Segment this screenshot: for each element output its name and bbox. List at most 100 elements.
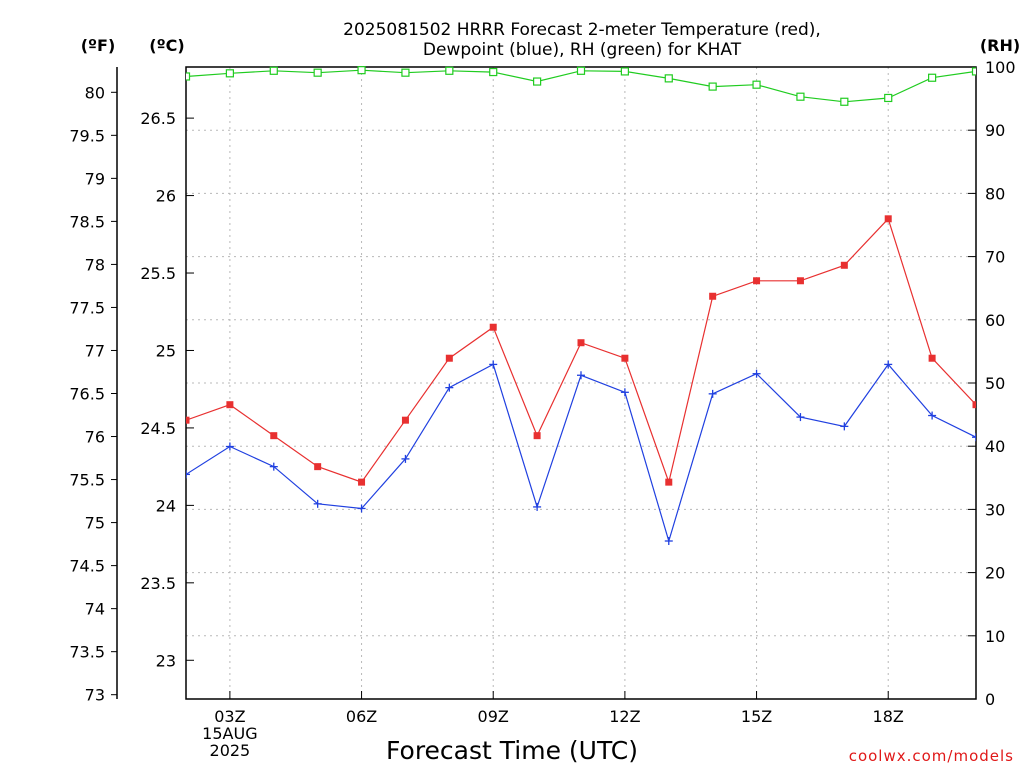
temperature-point	[314, 463, 322, 471]
dewpoint-point	[186, 470, 190, 479]
grid-layer	[186, 67, 976, 699]
temperature-point	[840, 261, 848, 269]
credit-text: coolwx.com/models	[849, 747, 1014, 765]
rh-point	[489, 67, 498, 77]
rh-tick-label: 20	[985, 564, 1005, 583]
temperature-point	[753, 277, 761, 285]
dewpoint-point	[884, 360, 893, 369]
rh-point	[445, 66, 454, 75]
dewpoint-point	[972, 433, 976, 442]
dewpoint-point	[401, 454, 410, 463]
rh-point	[884, 93, 893, 103]
temperature-point	[358, 478, 366, 486]
temperature-point	[533, 432, 541, 440]
rh-tick-label: 70	[985, 248, 1005, 267]
fahrenheit-tick-label: 74.5	[69, 557, 105, 576]
temperature-point	[972, 401, 976, 409]
dewpoint-point	[357, 504, 366, 513]
axes-layer: 73 73.5 74 74.5 75 75.5 76 76.5 77 77.5 78 78.5 79 79…	[69, 58, 1015, 760]
temperature-point	[401, 416, 409, 424]
rh-unit-label: (RH)	[980, 36, 1020, 55]
x-tick-label: 09Z	[478, 707, 509, 726]
fahrenheit-tick-label: 73.5	[69, 643, 105, 662]
series-group	[186, 66, 976, 545]
celsius-tick-label: 24.5	[140, 419, 176, 438]
x-tick-label: 2025	[210, 741, 251, 760]
fahrenheit-tick-label: 78.5	[69, 212, 105, 231]
rh-point	[664, 74, 673, 83]
dewpoint-series-line	[186, 363, 976, 544]
rh-tick-label: 30	[985, 500, 1005, 519]
fahrenheit-tick-label: 76.5	[69, 384, 105, 403]
dewpoint-point	[577, 371, 585, 380]
celsius-tick-label: 24	[156, 496, 176, 515]
fahrenheit-tick-label: 74	[85, 600, 105, 619]
x-tick-label: 18Z	[873, 707, 904, 726]
temperature-point	[577, 339, 585, 347]
rh-tick-label: 10	[985, 627, 1005, 646]
chart-title-line-1: 2025081502 HRRR Forecast 2-meter Tempera…	[343, 20, 821, 40]
fahrenheit-tick-label: 73	[85, 686, 105, 705]
fahrenheit-tick-label: 77.5	[69, 298, 105, 317]
fahrenheit-tick-label: 79	[85, 169, 105, 188]
temperature-point	[709, 292, 717, 300]
plot-frame	[185, 66, 977, 700]
temperature-point	[489, 323, 497, 331]
rh-point	[752, 80, 761, 89]
rh-point	[533, 77, 542, 86]
temperature-point	[445, 354, 453, 362]
x-tick-label: 15Z	[741, 707, 772, 726]
rh-point	[357, 66, 366, 75]
rh-point	[401, 68, 410, 77]
series-layer	[186, 66, 976, 545]
x-tick-label: 15AUG	[202, 724, 257, 743]
dewpoint-point	[489, 360, 498, 369]
fahrenheit-tick-label: 77	[85, 341, 105, 360]
celsius-tick-label: 26.5	[140, 109, 176, 128]
celsius-tick-label: 25.5	[140, 264, 176, 283]
dewpoint-point	[840, 422, 849, 431]
rh-tick-label: 0	[985, 690, 995, 709]
rh-tick-label: 50	[985, 374, 1005, 393]
celsius-tick-label: 26	[156, 187, 176, 206]
rh-point	[796, 92, 805, 101]
fahrenheit-tick-label: 76	[85, 428, 105, 447]
dewpoint-point	[269, 462, 278, 471]
x-tick-label: 06Z	[346, 707, 377, 726]
dewpoint-point	[796, 413, 805, 422]
dewpoint-point	[533, 502, 542, 511]
dewpoint-point	[313, 499, 322, 508]
temperature-point	[884, 215, 892, 223]
rh-point	[840, 97, 849, 106]
fahrenheit-unit-label: (ºF)	[81, 36, 116, 55]
celsius-unit-label: (ºC)	[149, 36, 184, 55]
fahrenheit-tick-label: 80	[85, 83, 105, 102]
rh-tick-label: 100	[985, 58, 1016, 77]
rh-point	[313, 68, 322, 77]
rh-tick-label: 90	[985, 121, 1005, 140]
rh-point	[971, 67, 976, 76]
temperature-point	[796, 277, 804, 285]
fahrenheit-tick-label: 75.5	[69, 471, 105, 490]
dewpoint-point	[664, 537, 673, 545]
fahrenheit-tick-label: 75	[85, 514, 105, 533]
dewpoint-point	[752, 369, 761, 378]
dewpoint-point	[708, 389, 717, 398]
temperature-point	[621, 354, 629, 362]
rh-tick-label: 40	[985, 437, 1005, 456]
temperature-point	[665, 478, 673, 486]
rh-tick-label: 60	[985, 311, 1005, 330]
rh-point	[269, 66, 278, 75]
x-tick-label: 12Z	[609, 707, 640, 726]
rh-series-line	[186, 69, 976, 103]
celsius-tick-label: 23.5	[140, 574, 176, 593]
rh-point	[620, 67, 629, 76]
dewpoint-point	[928, 411, 937, 420]
celsius-tick-label: 25	[156, 341, 176, 360]
temperature-series-line	[186, 217, 976, 485]
fahrenheit-tick-label: 79.5	[69, 126, 105, 145]
rh-point	[576, 66, 586, 75]
dewpoint-point	[620, 388, 629, 397]
